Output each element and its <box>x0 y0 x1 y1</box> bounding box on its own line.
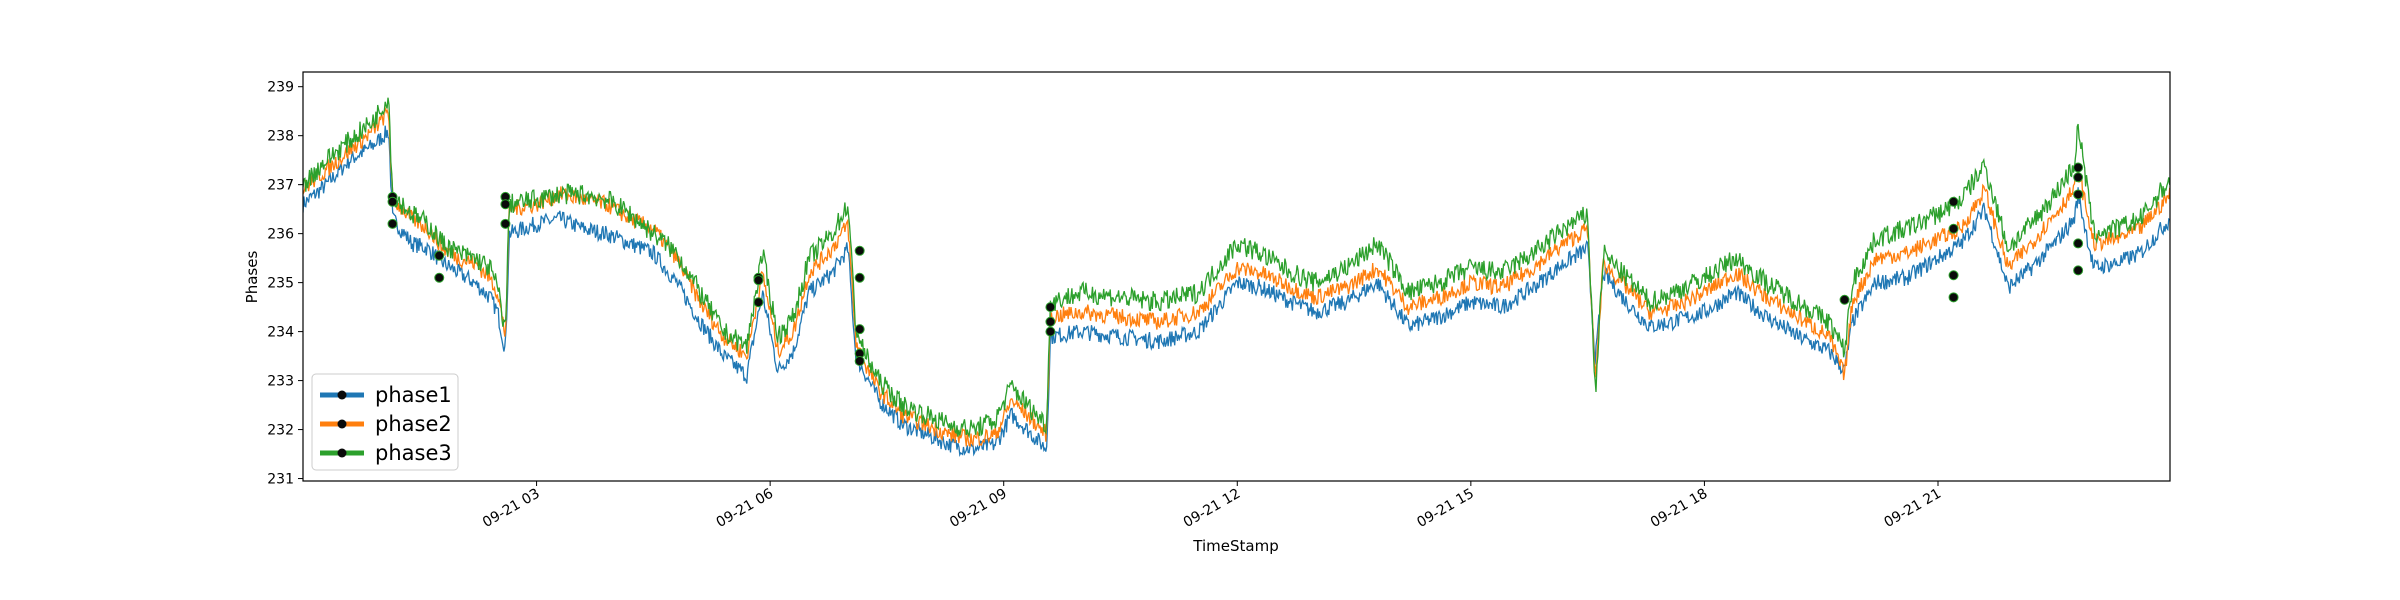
y-tick-label: 231 <box>267 472 294 488</box>
marker-point <box>753 275 764 286</box>
marker-point <box>1045 316 1056 327</box>
x-tick-label: 09-21 15 <box>1414 486 1477 531</box>
marker-point <box>1045 302 1056 313</box>
legend-marker-phase2 <box>337 419 347 429</box>
y-tick-label: 238 <box>267 129 294 145</box>
x-tick-label: 09-21 12 <box>1181 486 1244 531</box>
marker-point <box>387 218 398 229</box>
plot-frame <box>302 71 2171 482</box>
y-axis: 231 232 233 234 235 236 237 238 239 <box>267 80 303 488</box>
y-tick-label: 236 <box>267 227 294 243</box>
x-axis-label: TimeStamp <box>1192 537 1278 555</box>
marker-point <box>2073 189 2084 200</box>
marker-point <box>1948 270 1959 281</box>
series-line-phase3 <box>303 97 2170 439</box>
y-tick-label: 233 <box>267 374 294 390</box>
marker-point <box>2073 238 2084 249</box>
y-tick-label: 232 <box>267 423 294 439</box>
x-tick-label: 09-21 18 <box>1648 486 1711 531</box>
legend-label-phase1: phase1 <box>375 383 452 407</box>
marker-point <box>1948 196 1959 207</box>
marker-point <box>1948 223 1959 234</box>
x-tick-label: 09-21 09 <box>947 486 1010 531</box>
marker-point <box>854 272 865 283</box>
legend-label-phase3: phase3 <box>375 441 452 465</box>
marker-point <box>500 218 511 229</box>
series-line-phase2 <box>303 105 2170 448</box>
legend-label-phase2: phase2 <box>375 412 452 436</box>
x-tick-label: 09-21 21 <box>1881 486 1944 531</box>
x-axis: 09-21 03 09-21 06 09-21 09 09-21 12 09-21 15… <box>480 481 1944 531</box>
marker-point <box>387 196 398 207</box>
x-tick-label: 09-21 06 <box>714 486 777 531</box>
marker-point <box>854 324 865 335</box>
y-tick-label: 235 <box>267 276 294 292</box>
y-axis-label: Phases <box>243 251 261 304</box>
marker-points <box>387 162 2084 366</box>
marker-point <box>1839 294 1850 305</box>
marker-point <box>500 199 511 210</box>
legend-marker-phase1 <box>337 390 347 400</box>
marker-point <box>2073 162 2084 173</box>
y-tick-label: 237 <box>267 178 294 194</box>
marker-point <box>1045 326 1056 337</box>
marker-point <box>434 272 445 283</box>
x-tick-label: 09-21 03 <box>480 486 543 531</box>
marker-point <box>854 355 865 366</box>
y-tick-label: 234 <box>267 325 294 341</box>
legend: phase1 phase2 phase3 <box>311 373 459 471</box>
legend-marker-phase3 <box>337 448 347 458</box>
marker-point <box>434 250 445 261</box>
marker-point <box>753 297 764 308</box>
marker-point <box>854 245 865 256</box>
y-tick-label: 239 <box>267 80 294 96</box>
marker-point <box>2073 265 2084 276</box>
plot-area <box>303 97 2170 458</box>
marker-point <box>2073 172 2084 183</box>
series-line-phase1 <box>303 125 2170 458</box>
marker-point <box>1948 292 1959 303</box>
legend-box <box>311 373 459 471</box>
